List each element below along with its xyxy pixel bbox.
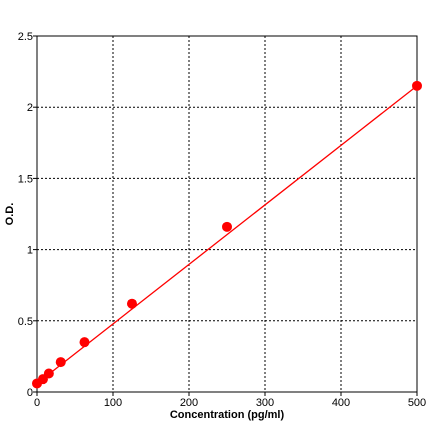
x-tick-label: 100	[104, 397, 122, 409]
fit-line	[36, 85, 418, 384]
x-tick-label: 300	[256, 397, 274, 409]
axis-ticks	[33, 35, 418, 396]
data-points	[32, 80, 422, 389]
x-tick-label: 200	[180, 397, 198, 409]
data-point	[55, 357, 66, 368]
y-axis-title: O.D.	[4, 203, 16, 226]
plot-frame	[36, 35, 418, 393]
tick-labels: 0 100 200 300 400 500 0 0.5 1 1.5 2 2.5	[18, 31, 426, 409]
grid-lines	[37, 36, 417, 392]
data-point	[222, 221, 232, 232]
x-tick-label: 500	[408, 397, 426, 409]
y-tick-label: 2	[27, 102, 33, 114]
x-tick-label: 0	[34, 397, 40, 409]
x-axis-title: Concentration (pg/ml)	[170, 409, 285, 421]
fit-line-layer	[36, 85, 418, 384]
data-point	[127, 298, 137, 309]
y-tick-label: 1.5	[18, 173, 33, 185]
data-point	[43, 368, 54, 379]
data-point	[412, 80, 422, 91]
y-tick-label: 0	[27, 387, 33, 399]
data-point	[79, 337, 90, 348]
y-tick-label: 1	[27, 245, 33, 257]
x-tick-label: 400	[332, 397, 350, 409]
y-tick-label: 0.5	[18, 316, 33, 328]
y-tick-label: 2.5	[18, 31, 33, 43]
